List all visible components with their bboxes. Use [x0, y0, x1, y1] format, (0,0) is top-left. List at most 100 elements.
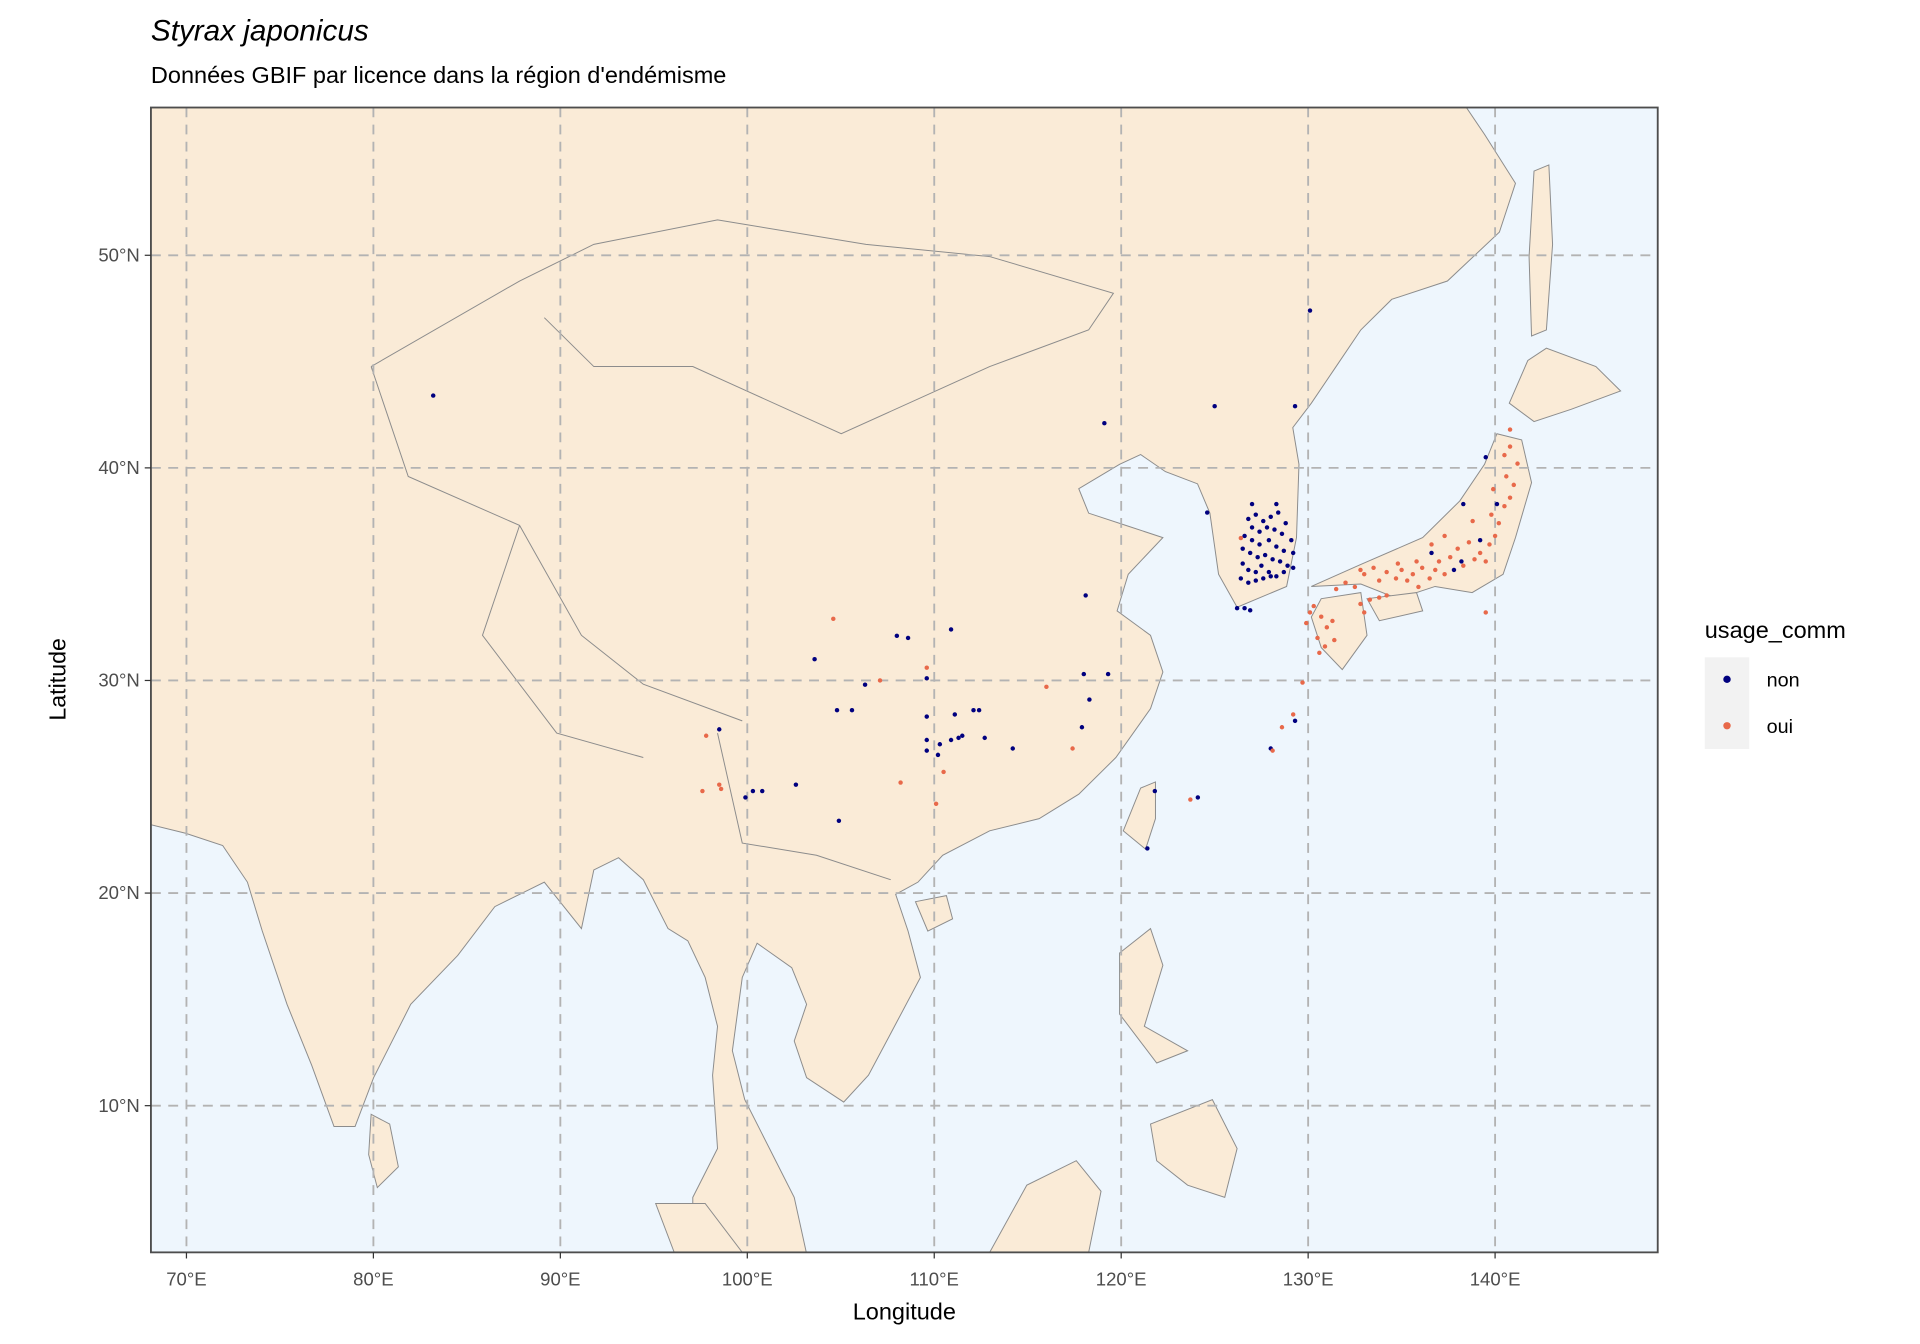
point — [793, 782, 799, 787]
mindanao — [1149, 1099, 1238, 1199]
point — [898, 780, 903, 785]
point — [1477, 550, 1483, 556]
point — [1483, 559, 1488, 564]
point — [1081, 671, 1087, 677]
point — [1212, 404, 1217, 409]
point — [1264, 525, 1270, 530]
point — [956, 735, 961, 741]
y-axis-label: Latitude — [44, 638, 70, 721]
point — [1279, 725, 1285, 730]
point — [700, 788, 705, 794]
point — [1266, 569, 1272, 575]
point — [1410, 571, 1416, 577]
point — [1384, 569, 1389, 575]
point — [1404, 578, 1410, 583]
point — [1504, 474, 1509, 479]
point — [1343, 580, 1348, 585]
point — [1270, 748, 1275, 753]
point — [941, 769, 946, 775]
point — [1290, 712, 1296, 717]
point — [849, 708, 855, 713]
point — [1477, 537, 1483, 543]
shikoku — [1366, 592, 1424, 622]
point — [1507, 444, 1513, 449]
point — [1483, 610, 1488, 615]
point — [937, 742, 943, 747]
point — [1447, 554, 1453, 560]
point — [1489, 512, 1494, 517]
point — [1436, 559, 1442, 564]
x-tick-label: 130°E — [1283, 1268, 1334, 1289]
legend-key — [1723, 722, 1731, 730]
point — [1292, 404, 1298, 409]
point — [1511, 482, 1517, 488]
point — [948, 627, 954, 632]
taiwan — [1122, 781, 1156, 851]
sumatra — [654, 1203, 743, 1253]
legend-key — [1723, 675, 1731, 683]
point — [1246, 516, 1251, 522]
point — [1259, 563, 1264, 568]
point — [1318, 614, 1324, 619]
point — [1472, 557, 1477, 562]
point — [703, 733, 709, 738]
point — [1429, 542, 1434, 547]
axes: 70°E 80°E 90°E 100°E 110°E 120°E 130°E 140°E 10°… — [98, 244, 1520, 1289]
point — [1238, 535, 1244, 541]
point — [1492, 533, 1498, 539]
point — [1429, 550, 1434, 556]
point — [1145, 846, 1150, 851]
point — [1249, 537, 1255, 543]
point — [1502, 503, 1507, 509]
point — [952, 712, 958, 717]
point — [1361, 610, 1367, 615]
point — [924, 665, 929, 670]
point — [1290, 565, 1296, 570]
point — [1384, 593, 1389, 598]
kyushu — [1310, 592, 1368, 671]
point — [1419, 565, 1425, 570]
point — [831, 616, 836, 622]
point — [717, 727, 722, 732]
point — [1515, 461, 1520, 466]
point — [924, 748, 929, 753]
borneo — [989, 1160, 1102, 1253]
chart-subtitle: Données GBIF par licence dans la région … — [151, 62, 726, 88]
chart-title: Styrax japonicus — [151, 14, 369, 47]
sri-lanka — [368, 1113, 399, 1189]
point — [1242, 533, 1247, 539]
point — [1507, 495, 1513, 500]
point — [1427, 576, 1432, 581]
point — [1292, 718, 1298, 724]
point — [1461, 501, 1466, 507]
point — [1277, 559, 1283, 564]
point — [924, 714, 929, 719]
point — [1433, 567, 1438, 573]
y-tick-label: 40°N — [98, 457, 139, 478]
point — [1376, 595, 1382, 600]
point — [1238, 576, 1244, 581]
point — [1247, 608, 1253, 613]
point — [1204, 510, 1210, 515]
point — [1376, 578, 1382, 583]
point — [1268, 514, 1273, 519]
point — [812, 657, 817, 662]
point — [1010, 746, 1015, 751]
y-tick-label: 50°N — [98, 244, 139, 265]
point — [1266, 537, 1272, 543]
point — [1322, 644, 1328, 649]
legend-label: non — [1767, 670, 1800, 692]
point — [1290, 550, 1296, 556]
point — [1257, 529, 1262, 534]
x-tick-label: 100°E — [722, 1268, 773, 1289]
legend: usage_comm non oui — [1704, 617, 1846, 749]
point — [1315, 635, 1320, 641]
point — [1234, 605, 1240, 611]
grid — [150, 107, 1658, 1253]
point — [1102, 421, 1107, 426]
point — [982, 735, 987, 741]
point — [1247, 550, 1253, 556]
point — [1253, 569, 1259, 575]
legend-label: oui — [1767, 716, 1793, 738]
